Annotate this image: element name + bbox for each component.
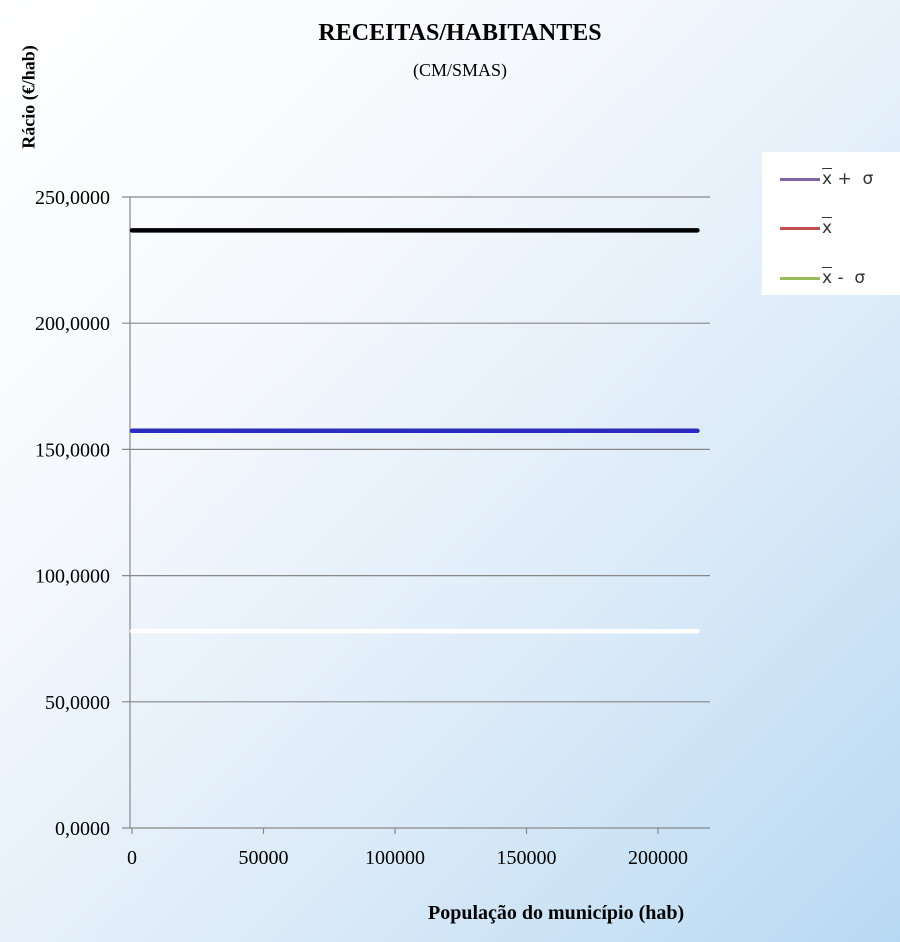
y-tick-label: 100,0000 xyxy=(35,566,110,588)
legend-swatch-mean-plus-sigma xyxy=(780,177,820,181)
legend-xbar-symbol: x xyxy=(822,268,833,288)
legend-xbar-symbol: x xyxy=(822,169,833,189)
y-tick-label: 200,0000 xyxy=(35,313,110,335)
x-tick-label: 0 xyxy=(127,847,137,869)
x-tick-label: 200000 xyxy=(628,847,688,869)
legend: x + σ x x - σ xyxy=(762,152,900,295)
y-tick-label: 250,0000 xyxy=(35,187,110,209)
y-tick-label: 150,0000 xyxy=(35,439,110,461)
legend-label-suffix: + σ xyxy=(832,169,874,189)
legend-item-mean: x xyxy=(780,218,832,238)
chart-title: RECEITAS/HABITANTES xyxy=(318,20,602,46)
y-axis-label: Rácio (€/hab) xyxy=(18,45,39,149)
legend-swatch-mean-minus-sigma xyxy=(780,276,820,280)
legend-swatch-mean xyxy=(780,226,820,230)
x-tick-label: 100000 xyxy=(365,847,425,869)
legend-label-suffix: - σ xyxy=(832,268,866,288)
x-tick-label: 150000 xyxy=(497,847,557,869)
legend-item-mean-plus-sigma: x + σ xyxy=(780,169,873,189)
x-axis-label: População do município (hab) xyxy=(428,902,685,924)
x-tick-label: 50000 xyxy=(239,847,289,869)
y-tick-label: 50,0000 xyxy=(45,692,110,714)
y-tick-label: 0,0000 xyxy=(55,818,110,840)
chart-subtitle: (CM/SMAS) xyxy=(412,60,508,80)
legend-xbar-symbol: x xyxy=(822,218,833,238)
legend-item-mean-minus-sigma: x - σ xyxy=(780,268,865,288)
